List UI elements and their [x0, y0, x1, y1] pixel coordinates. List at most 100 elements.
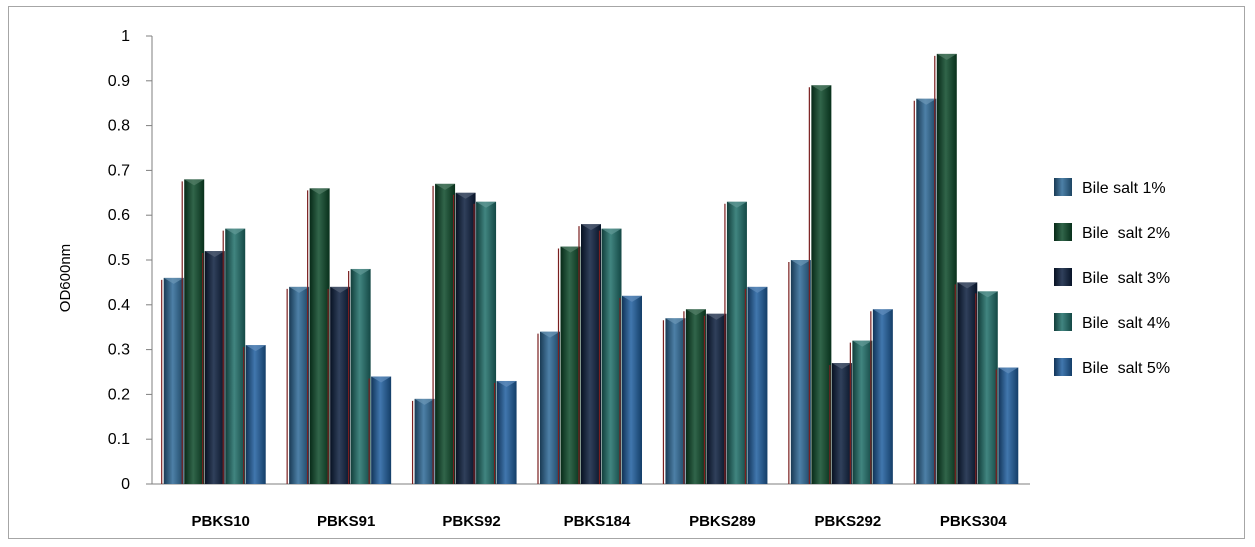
bar: [581, 224, 601, 484]
y-tick-label: 0.7: [108, 162, 130, 179]
legend-swatch: [1054, 223, 1072, 241]
bar: [665, 318, 686, 484]
bar-top: [998, 367, 1019, 374]
bar: [309, 188, 330, 484]
bar: [540, 331, 560, 484]
bar: [476, 201, 497, 484]
x-tick-label: PBKS91: [317, 513, 375, 530]
bar-top: [790, 260, 811, 266]
y-axis-label: OD600nm: [57, 244, 74, 312]
x-tick-label: PBKS10: [192, 513, 250, 530]
bar-top: [665, 318, 686, 325]
bar: [455, 192, 476, 485]
bar: [225, 228, 246, 484]
bar-top: [936, 53, 957, 60]
bar: [747, 286, 768, 484]
bar: [831, 363, 852, 484]
y-tick-label: 0.1: [108, 431, 130, 448]
legend-item: Bile salt 2%: [1054, 223, 1170, 242]
legend-label: Bile salt 1%: [1082, 180, 1166, 197]
bar: [560, 246, 581, 484]
bar-top: [726, 201, 747, 208]
legend-item: Bile salt 3%: [1054, 268, 1170, 287]
x-tick-label: PBKS184: [564, 513, 631, 530]
bar: [936, 53, 957, 485]
bar: [872, 309, 893, 484]
bar-top: [560, 246, 581, 253]
bar-top: [977, 291, 998, 298]
bar-top: [622, 295, 642, 302]
y-tick-label: 0.4: [108, 297, 130, 314]
bar-top: [245, 345, 266, 352]
legend-swatch: [1054, 178, 1072, 196]
bar-top: [540, 331, 560, 338]
legend-label: Bile salt 3%: [1082, 270, 1170, 287]
legend-item: Bile salt 4%: [1054, 313, 1170, 332]
x-tick-label: PBKS289: [689, 513, 756, 530]
bar: [204, 251, 225, 484]
bar: [811, 85, 832, 484]
bar: [245, 345, 266, 484]
y-tick-label: 0.3: [108, 342, 130, 359]
bar: [601, 228, 622, 484]
legend-label: Bile salt 5%: [1082, 360, 1170, 377]
bar-top: [706, 313, 727, 320]
bar-top: [601, 228, 622, 235]
bar: [163, 277, 184, 484]
bar-top: [685, 309, 706, 316]
bar: [414, 398, 435, 484]
bar-top: [747, 286, 768, 293]
x-tick-label: PBKS292: [815, 513, 882, 530]
legend-label: Bile salt 2%: [1082, 225, 1170, 242]
bar: [371, 376, 392, 484]
bar-top: [496, 380, 517, 387]
y-tick-label: 0.2: [108, 386, 130, 403]
bar: [852, 340, 873, 484]
bar-top: [957, 282, 978, 289]
bar-top: [435, 183, 456, 190]
bar: [998, 367, 1019, 484]
bar-top: [289, 286, 310, 293]
bar-top: [225, 228, 246, 235]
bar-top: [204, 251, 225, 258]
bar: [622, 295, 642, 484]
bar: [977, 291, 998, 484]
legend-item: Bile salt 1%: [1054, 178, 1166, 197]
bar: [350, 268, 371, 484]
bar: [726, 201, 747, 484]
y-tick-label: 1: [121, 28, 130, 45]
x-tick-labels: PBKS10 PBKS91 PBKS92 PBKS184 PBKS289 PBKS292 P…: [192, 513, 1008, 530]
bar: [435, 183, 456, 484]
bar-top: [916, 98, 937, 105]
legend-swatch: [1054, 268, 1072, 286]
bar: [330, 286, 351, 484]
y-tick-label: 0.6: [108, 207, 130, 224]
x-tick-label: PBKS92: [442, 513, 500, 530]
legend-swatch: [1054, 313, 1072, 331]
y-tick-label: 0.8: [108, 118, 130, 135]
bar: [184, 179, 205, 485]
y-tick-label: 0: [121, 476, 130, 493]
bar: [957, 282, 978, 484]
bar-top: [455, 192, 476, 199]
legend: Bile salt 1% Bile salt 2% Bile salt 3% Bile…: [1054, 178, 1170, 377]
bar-top: [581, 224, 601, 231]
legend-swatch: [1054, 358, 1072, 376]
bar: [289, 286, 310, 484]
bar: [790, 260, 811, 484]
bar-top: [811, 85, 832, 92]
bar-top: [163, 277, 184, 284]
bar-top: [184, 179, 205, 186]
legend-item: Bile salt 5%: [1054, 358, 1170, 377]
y-tick-label: 0.5: [108, 252, 130, 269]
bar-top: [350, 268, 371, 275]
bar-top: [414, 398, 435, 405]
bar: [706, 313, 727, 484]
bar-top: [476, 201, 497, 208]
bar-top: [831, 363, 852, 370]
bar: [496, 380, 517, 484]
legend-label: Bile salt 4%: [1082, 315, 1170, 332]
bar-top: [330, 286, 351, 293]
chart-frame: [8, 6, 1245, 539]
